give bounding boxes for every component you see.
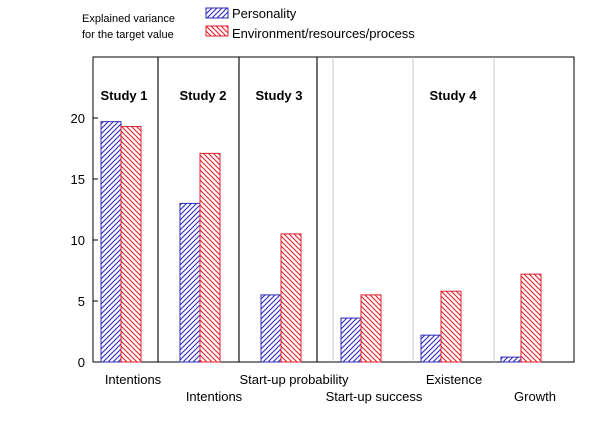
x-category-label: Growth — [514, 389, 556, 404]
study-label: Study 3 — [256, 88, 303, 103]
legend-swatch-personality — [205, 7, 229, 19]
x-category-label: Intentions — [186, 389, 243, 404]
x-category-label: Start-up success — [326, 389, 423, 404]
bar-personality — [500, 356, 522, 363]
y-tick-label: 5 — [78, 294, 85, 309]
bar-personality — [420, 334, 442, 363]
bar-environment — [120, 126, 142, 363]
category-labels: Intentions Intentions Start-up probability… — [105, 372, 556, 404]
bar-environment — [520, 273, 542, 363]
bar-personality — [340, 317, 362, 363]
study-labels: Study 1 Study 2 Study 3 Study 4 — [101, 88, 478, 103]
y-tick-label: 20 — [71, 111, 85, 126]
bar-environment — [280, 233, 302, 363]
study-label: Study 1 — [101, 88, 148, 103]
bar-personality — [100, 121, 122, 363]
bar-environment — [199, 152, 221, 363]
study-label: Study 2 — [180, 88, 227, 103]
bar-personality — [179, 202, 201, 363]
bar-environment — [360, 294, 382, 363]
plot-frame — [92, 56, 575, 363]
legend-label-personality: Personality — [232, 6, 297, 21]
x-category-label: Existence — [426, 372, 482, 387]
legend-swatch-environment — [205, 25, 229, 37]
bars — [100, 121, 542, 363]
study-label: Study 4 — [430, 88, 478, 103]
legend-label-environment: Environment/resources/process — [232, 26, 415, 41]
y-tick-label: 10 — [71, 233, 85, 248]
y-tick-label: 15 — [71, 172, 85, 187]
y-tick-label: 0 — [78, 355, 85, 370]
legend-caption-line-2: for the target value — [82, 29, 174, 41]
bar-environment — [440, 290, 462, 363]
legend-caption-line-1: Explained variance — [82, 13, 175, 25]
y-axis: 0 5 10 15 20 — [71, 111, 98, 370]
bar-personality — [260, 294, 282, 363]
x-category-label: Intentions — [105, 372, 162, 387]
category-separators — [157, 57, 495, 362]
x-category-label: Start-up probability — [239, 372, 349, 387]
